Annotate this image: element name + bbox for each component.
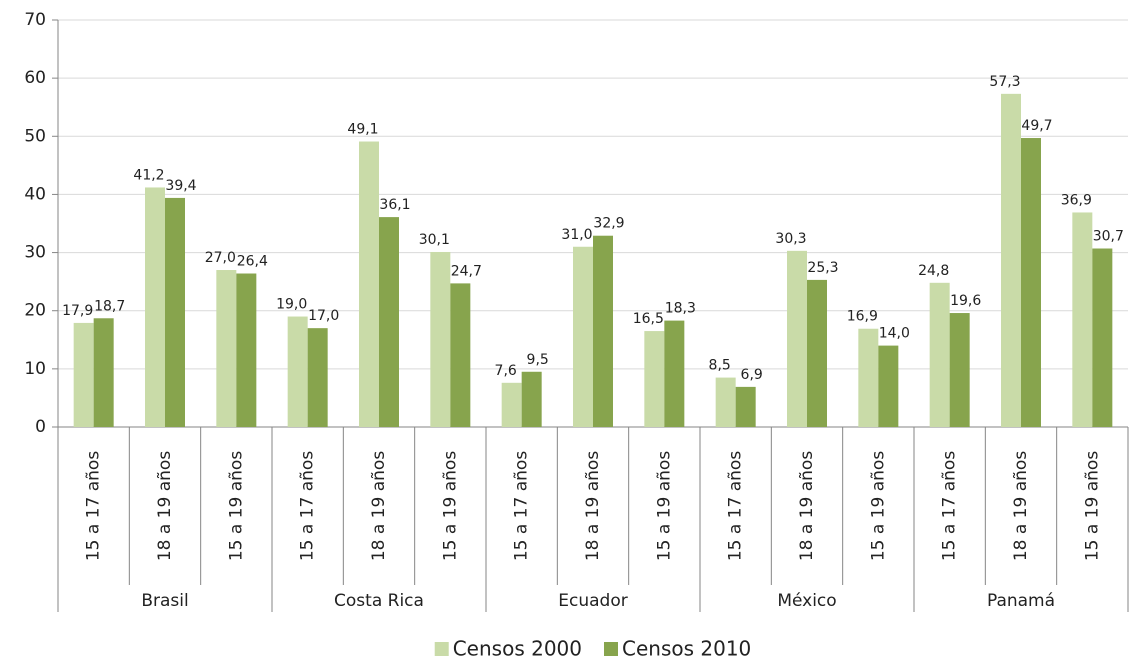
bar [787, 250, 807, 427]
x-tick-label: 18 a 19 años [155, 451, 175, 561]
y-tick-label: 70 [24, 10, 46, 30]
legend-label: Censos 2010 [622, 637, 751, 661]
y-tick-label: 60 [24, 68, 46, 88]
bar [878, 345, 899, 427]
x-tick-label: 18 a 19 años [583, 451, 603, 561]
x-tick-label: 15 a 19 años [654, 451, 674, 561]
value-label: 16,5 [633, 311, 664, 327]
value-label: 25,3 [807, 260, 838, 276]
bar [359, 141, 379, 428]
group-label: Brasil [141, 591, 188, 611]
legend-label: Censos 2000 [453, 637, 582, 661]
bar [807, 279, 827, 427]
value-label: 19,0 [276, 297, 307, 313]
x-tick-label: 15 a 17 años [298, 451, 318, 561]
value-label: 9,5 [527, 352, 549, 368]
y-tick-label: 50 [24, 126, 46, 146]
value-label: 24,8 [918, 263, 949, 279]
legend-swatch [434, 642, 449, 656]
x-tick-label: 15 a 17 años [726, 451, 746, 561]
bar [430, 251, 451, 427]
value-label: 18,7 [94, 298, 125, 314]
bar [593, 235, 613, 427]
group-label: Panamá [987, 591, 1055, 611]
bar [216, 270, 237, 427]
x-tick-label: 18 a 19 años [369, 451, 389, 561]
value-label: 17,0 [308, 308, 339, 324]
value-label: 57,3 [989, 74, 1020, 90]
value-label: 18,3 [665, 301, 696, 317]
bar [715, 377, 736, 427]
value-label: 8,5 [709, 358, 731, 374]
bar [379, 217, 399, 427]
bar [145, 187, 165, 427]
group-label: Ecuador [558, 591, 627, 611]
bar [664, 320, 685, 427]
bar [450, 283, 471, 427]
y-tick-label: 30 [24, 243, 46, 263]
x-tick-label: 15 a 17 años [84, 451, 104, 561]
x-tick-label: 15 a 19 años [440, 451, 460, 561]
bar [1021, 138, 1041, 427]
bar [929, 282, 950, 427]
x-tick-label: 18 a 19 años [1011, 451, 1031, 561]
value-label: 30,1 [419, 232, 450, 248]
value-label: 36,1 [379, 197, 410, 213]
value-label: 26,4 [237, 254, 268, 270]
value-label: 32,9 [593, 216, 624, 232]
value-label: 30,7 [1093, 229, 1124, 245]
y-tick-label: 20 [24, 301, 46, 321]
group-label: Costa Rica [334, 591, 424, 611]
x-tick-label: 15 a 19 años [226, 451, 246, 561]
bar [858, 328, 879, 427]
y-tick-label: 10 [24, 359, 46, 379]
value-label: 6,9 [741, 367, 763, 383]
x-tick-label: 18 a 19 años [797, 451, 817, 561]
bar [236, 273, 257, 427]
value-label: 16,9 [847, 309, 878, 325]
bar [1092, 248, 1113, 427]
bar [73, 322, 94, 427]
bar [93, 318, 114, 427]
value-label: 24,7 [451, 263, 482, 279]
value-label: 17,9 [62, 303, 93, 319]
bar [735, 386, 756, 427]
bar [1001, 93, 1021, 427]
value-label: 49,1 [347, 122, 378, 138]
bar [949, 313, 970, 427]
x-tick-label: 15 a 19 años [868, 451, 888, 561]
y-tick-label: 0 [35, 417, 46, 437]
legend-swatch [604, 642, 618, 656]
y-tick-label: 40 [24, 184, 46, 204]
value-label: 7,6 [495, 363, 517, 379]
value-label: 41,2 [133, 167, 164, 183]
value-label: 39,4 [165, 178, 196, 194]
value-label: 31,0 [561, 227, 592, 243]
group-label: México [777, 591, 836, 611]
value-label: 30,3 [775, 231, 806, 247]
bar [521, 371, 542, 427]
bar [1072, 212, 1093, 427]
bar [287, 316, 308, 427]
value-label: 14,0 [879, 326, 910, 342]
x-tick-label: 15 a 17 años [940, 451, 960, 561]
bar [644, 331, 665, 427]
bar [307, 328, 328, 427]
bar [501, 382, 522, 427]
x-tick-label: 15 a 17 años [512, 451, 532, 561]
value-label: 19,6 [950, 293, 981, 309]
value-label: 27,0 [205, 250, 236, 266]
x-tick-label: 15 a 19 años [1082, 451, 1102, 561]
bar [573, 246, 593, 427]
bar [165, 197, 185, 427]
value-label: 36,9 [1061, 192, 1092, 208]
value-label: 49,7 [1021, 118, 1052, 134]
